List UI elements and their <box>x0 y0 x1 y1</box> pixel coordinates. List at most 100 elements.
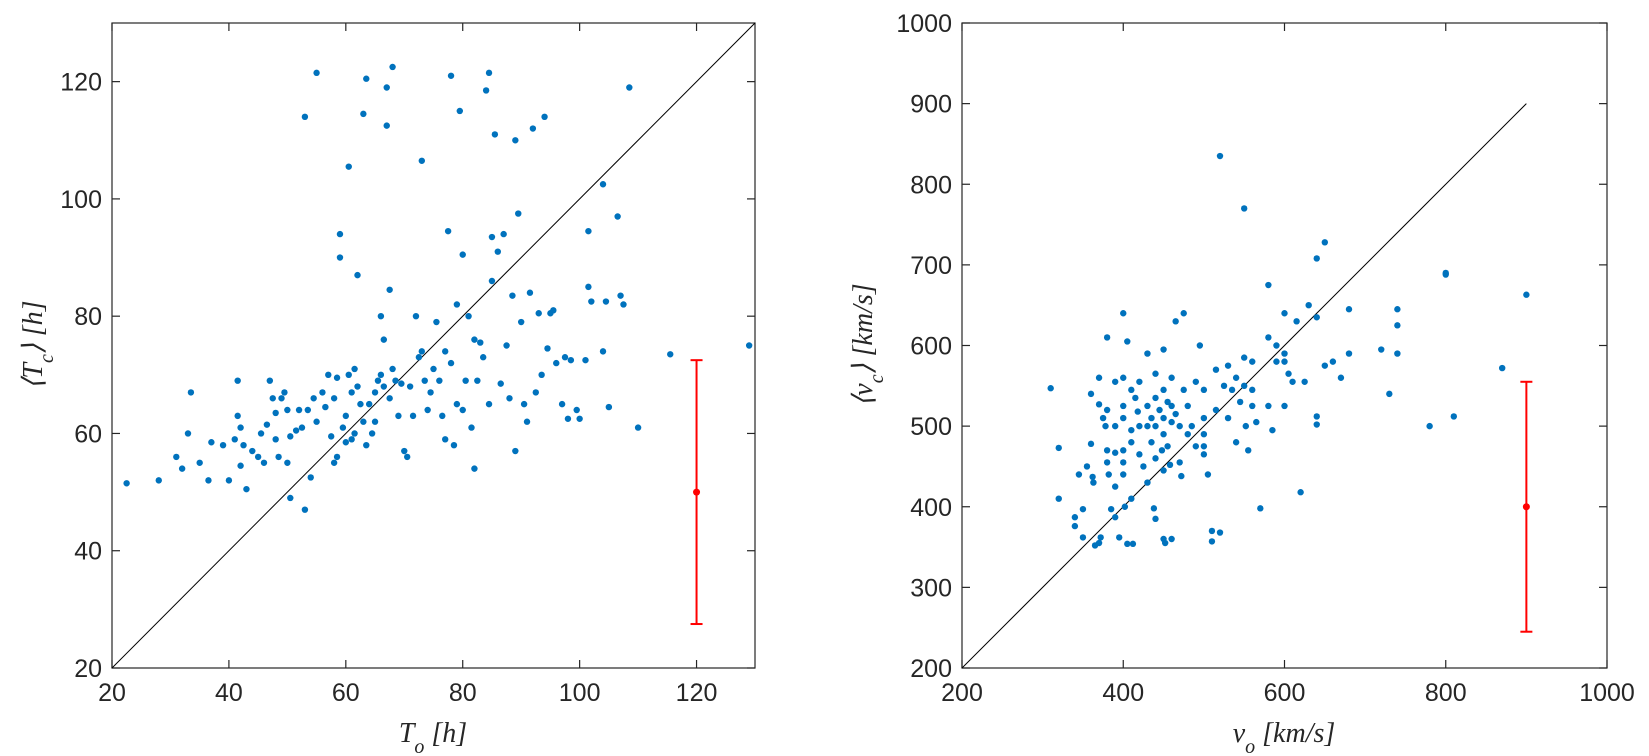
right-data-point <box>1313 421 1320 428</box>
left-data-point <box>406 383 414 390</box>
right-data-point <box>1144 350 1151 357</box>
right-data-point <box>1281 358 1288 365</box>
left-data-point <box>328 433 335 440</box>
left-data-point <box>462 377 469 384</box>
left-data-point <box>357 400 364 408</box>
left-data-point <box>386 286 393 293</box>
left-data-point <box>348 436 355 443</box>
right-data-point <box>1111 378 1119 385</box>
right-data-point <box>1212 366 1220 373</box>
right-data-point <box>1321 239 1329 246</box>
left-data-point <box>231 436 238 443</box>
right-data-point <box>1168 418 1175 426</box>
right-data-point <box>1200 414 1208 422</box>
right-y-tick-label: 700 <box>910 252 952 280</box>
right-data-point <box>1095 401 1103 408</box>
left-data-point <box>363 441 370 449</box>
left-data-point <box>509 292 516 299</box>
right-data-point <box>1102 422 1109 430</box>
left-data-point <box>380 383 388 390</box>
left-data-point <box>348 389 355 396</box>
right-data-point <box>1160 430 1167 438</box>
left-data-point <box>471 465 478 472</box>
right-y-tick-label: 500 <box>910 413 952 441</box>
left-data-point <box>234 377 241 384</box>
left-data-point <box>398 380 405 387</box>
left-data-point <box>187 389 195 396</box>
right-data-point <box>1220 382 1228 390</box>
left-data-point <box>447 359 455 367</box>
left-data-point <box>310 395 317 402</box>
right-data-point <box>1313 314 1320 321</box>
left-data-point <box>295 406 303 414</box>
left-data-point <box>491 131 499 138</box>
right-data-point <box>1124 338 1131 345</box>
left-data-point <box>360 110 367 118</box>
right-x-axis-label: vo [km/s] <box>1233 718 1336 756</box>
right-data-point <box>1313 413 1320 420</box>
right-data-point <box>1071 522 1079 530</box>
right-data-point <box>1394 306 1401 313</box>
left-data-point <box>479 354 487 361</box>
left-data-point <box>535 310 542 317</box>
left-data-point <box>564 415 572 422</box>
left-data-point <box>208 439 215 446</box>
left-data-point <box>459 251 466 258</box>
left-data-point <box>313 69 320 77</box>
right-data-point <box>1285 370 1292 377</box>
left-data-point <box>178 465 186 472</box>
right-data-point <box>1172 318 1179 325</box>
right-data-point <box>1281 402 1288 410</box>
right-data-point <box>1204 471 1212 478</box>
right-data-point <box>1523 291 1530 298</box>
left-data-point <box>205 477 212 484</box>
left-data-point <box>503 342 510 349</box>
right-data-point <box>1140 463 1147 470</box>
right-data-point <box>1337 374 1345 381</box>
left-data-point <box>336 254 344 261</box>
right-data-point <box>1200 430 1208 438</box>
right-data-point <box>1313 255 1320 262</box>
left-data-point <box>626 84 633 91</box>
left-data-point <box>614 213 621 220</box>
right-data-point <box>1281 310 1288 317</box>
right-data-point <box>1150 505 1158 512</box>
left-data-point <box>585 283 592 291</box>
right-x-tick-label: 600 <box>1264 679 1306 707</box>
left-data-point <box>538 371 545 379</box>
right-data-point <box>1136 422 1143 430</box>
left-data-point <box>588 298 595 305</box>
right-data-point <box>1253 418 1260 426</box>
right-data-point <box>1329 358 1337 365</box>
left-data-point <box>339 424 347 431</box>
right-data-point <box>1166 461 1174 469</box>
left-y-tick-label: 80 <box>74 303 102 331</box>
left-data-point <box>471 336 478 343</box>
right-data-point <box>1075 471 1083 478</box>
right-data-point <box>1128 495 1135 502</box>
right-data-point <box>1047 385 1054 392</box>
right-data-point <box>1345 350 1353 357</box>
right-data-point <box>1152 394 1159 402</box>
left-data-point <box>322 403 329 411</box>
right-data-point <box>1132 394 1139 402</box>
right-data-point <box>1121 503 1129 510</box>
left-data-point <box>620 301 627 308</box>
right-data-point <box>1269 426 1276 434</box>
left-data-point <box>494 248 501 255</box>
left-data-point <box>465 312 472 320</box>
left-data-point <box>281 389 288 396</box>
right-data-point <box>1232 439 1240 446</box>
left-data-point <box>667 351 674 358</box>
right-data-point <box>1144 422 1151 430</box>
right-data-point <box>1240 382 1248 390</box>
right-data-point <box>1128 426 1135 434</box>
right-data-point <box>1192 443 1200 450</box>
right-data-point <box>1087 440 1095 448</box>
right-data-point <box>1079 534 1087 541</box>
left-y-axis-label: ⟨Tc⟩ [h] <box>18 300 58 389</box>
left-data-point <box>427 389 434 396</box>
left-data-point <box>450 441 458 449</box>
left-diagonal-group <box>111 22 756 669</box>
